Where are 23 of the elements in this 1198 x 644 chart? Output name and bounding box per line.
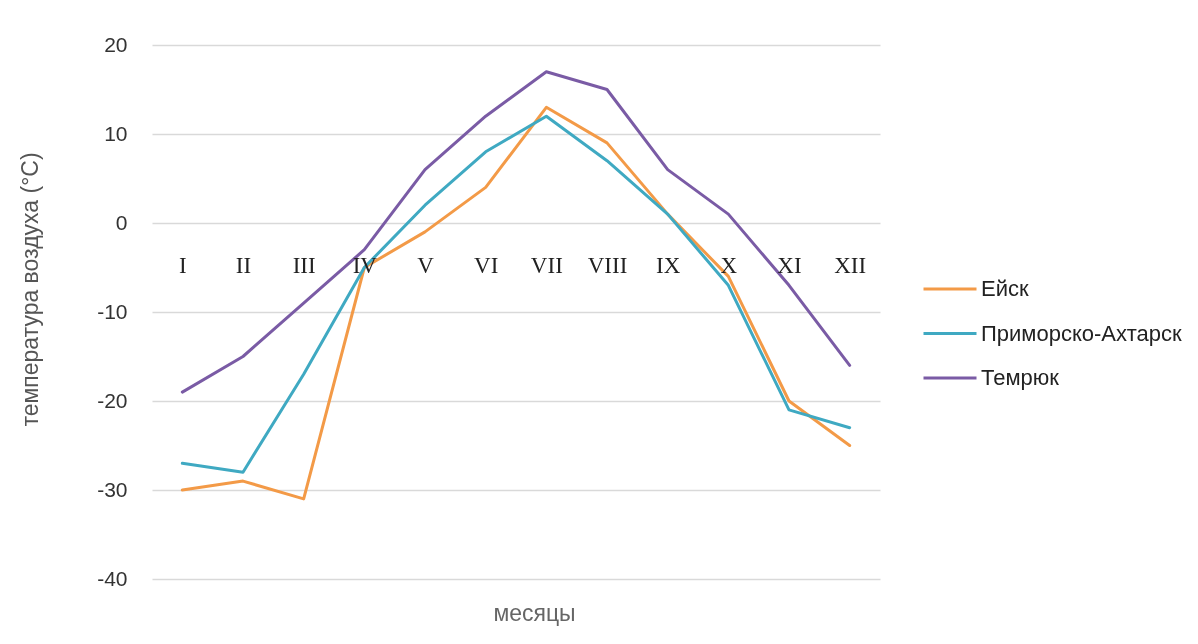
x-axis-title: месяцы: [493, 599, 576, 626]
y-tick-label: 20: [104, 32, 128, 56]
x-tick-label: VI: [474, 252, 499, 278]
x-tick-label: XII: [834, 252, 867, 278]
x-tick-label: IX: [656, 252, 681, 278]
x-tick-label: X: [720, 252, 738, 278]
x-tick-label: VII: [530, 252, 563, 278]
y-tick-label: -30: [97, 477, 128, 501]
legend-label: Темрюк: [981, 365, 1060, 390]
x-tick-label: III: [292, 252, 316, 278]
legend-label: Ейск: [981, 276, 1029, 301]
x-tick-label: II: [235, 252, 252, 278]
x-tick-label: XI: [777, 252, 802, 278]
y-tick-label: 10: [104, 121, 128, 145]
y-tick-label: -40: [97, 566, 128, 590]
x-tick-label: VIII: [587, 252, 628, 278]
y-axis-title: температура воздуха (°C): [16, 152, 43, 427]
x-tick-label: V: [417, 252, 435, 278]
y-tick-label: -20: [97, 388, 128, 412]
y-tick-label: 0: [115, 210, 128, 234]
x-tick-label: I: [179, 252, 187, 278]
legend-label: Приморско-Ахтарск: [981, 320, 1183, 346]
y-tick-label: -10: [97, 299, 128, 323]
